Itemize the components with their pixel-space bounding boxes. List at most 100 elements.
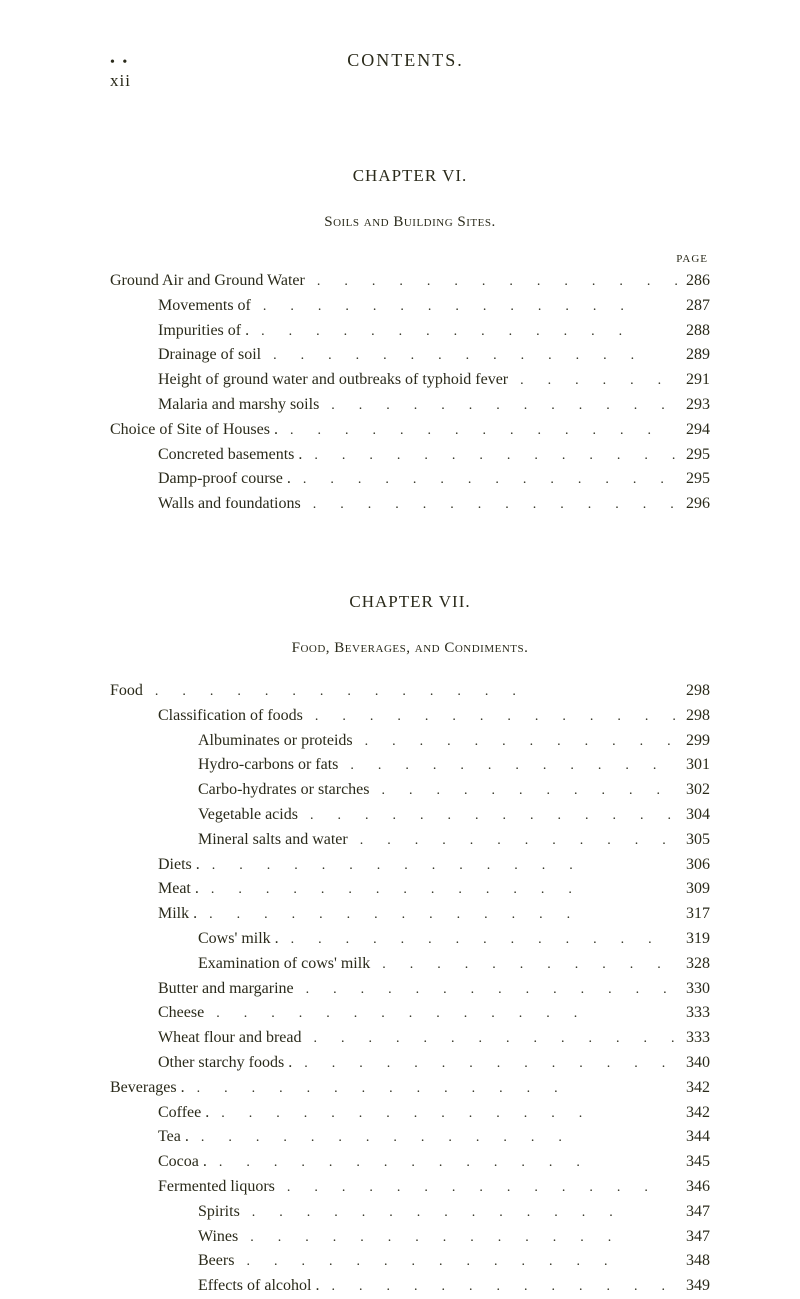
toc-entry-label: Tea . — [158, 1125, 189, 1150]
toc-leader-dots: .............. — [275, 1177, 678, 1199]
toc-leader-dots: .............. — [238, 1227, 678, 1249]
toc-entry: Choice of Site of Houses ...............… — [110, 418, 710, 443]
toc-leader-dots: .............. — [348, 830, 678, 852]
toc-entry-page: 333 — [678, 1001, 710, 1026]
toc-leader-dots: .............. — [301, 1028, 678, 1050]
toc-entry-page: 296 — [678, 492, 710, 517]
toc-entry-page: 287 — [678, 294, 710, 319]
toc-leader-dots: .............. — [302, 445, 678, 467]
toc-entry: Spirits..............347 — [110, 1200, 710, 1225]
toc-entry-page: 344 — [678, 1125, 710, 1150]
toc-entry: Walls and foundations..............296 — [110, 492, 710, 517]
toc-leader-dots: .............. — [209, 1103, 678, 1125]
chapter6-entries: Ground Air and Ground Water.............… — [110, 269, 710, 517]
toc-leader-dots: .............. — [207, 1152, 678, 1174]
toc-entry-page: 291 — [678, 368, 710, 393]
toc-entry: Concreted basements ...............295 — [110, 443, 710, 468]
toc-entry-label: Concreted basements . — [158, 443, 302, 468]
toc-entry-page: 298 — [678, 704, 710, 729]
toc-entry-label: Impurities of . — [158, 319, 249, 344]
toc-entry-page: 289 — [678, 343, 710, 368]
toc-leader-dots: .............. — [234, 1251, 678, 1273]
page-column-label: PAGE — [110, 253, 710, 265]
toc-entry: Ground Air and Ground Water.............… — [110, 269, 710, 294]
toc-entry-page: 306 — [678, 853, 710, 878]
chapter6-block: CHAPTER VI. Soils and Building Sites. PA… — [110, 166, 710, 517]
toc-entry-label: Beers — [198, 1249, 234, 1274]
toc-entry-label: Cheese — [158, 1001, 204, 1026]
toc-leader-dots: .............. — [319, 1276, 678, 1298]
toc-entry-label: Milk . — [158, 902, 197, 927]
toc-leader-dots: .............. — [338, 755, 678, 777]
toc-entry-label: Drainage of soil — [158, 343, 261, 368]
toc-entry-label: Meat . — [158, 877, 199, 902]
toc-entry: Vegetable acids..............304 — [110, 803, 710, 828]
page-number-dots: • • — [110, 55, 129, 70]
toc-leader-dots: .............. — [298, 805, 678, 827]
toc-entry-page: 319 — [678, 927, 710, 952]
toc-leader-dots: .............. — [370, 780, 679, 802]
toc-entry-page: 295 — [678, 467, 710, 492]
toc-leader-dots: .............. — [197, 904, 678, 926]
toc-entry-label: Fermented liquors — [158, 1175, 275, 1200]
toc-entry-label: Classification of foods — [158, 704, 303, 729]
toc-leader-dots: .............. — [189, 1127, 678, 1149]
toc-entry-label: Walls and foundations — [158, 492, 301, 517]
toc-entry: Beverages ...............342 — [110, 1076, 710, 1101]
toc-entry-page: 299 — [678, 729, 710, 754]
toc-entry: Mineral salts and water..............305 — [110, 828, 710, 853]
toc-entry-label: Vegetable acids — [198, 803, 298, 828]
toc-entry-label: Beverages . — [110, 1076, 185, 1101]
toc-entry: Drainage of soil..............289 — [110, 343, 710, 368]
toc-entry: Carbo-hydrates or starches..............… — [110, 778, 710, 803]
toc-leader-dots: .............. — [301, 494, 678, 516]
toc-entry: Malaria and marshy soils..............29… — [110, 393, 710, 418]
toc-entry-label: Other starchy foods . — [158, 1051, 292, 1076]
toc-entry-page: 288 — [678, 319, 710, 344]
toc-entry-page: 302 — [678, 778, 710, 803]
toc-entry: Impurities of ...............288 — [110, 319, 710, 344]
toc-entry-page: 342 — [678, 1076, 710, 1101]
toc-entry-page: 309 — [678, 877, 710, 902]
toc-leader-dots: .............. — [204, 1003, 678, 1025]
toc-leader-dots: .............. — [508, 370, 678, 392]
toc-entry: Classification of foods..............298 — [110, 704, 710, 729]
toc-entry-page: 293 — [678, 393, 710, 418]
toc-leader-dots: .............. — [291, 469, 678, 491]
toc-entry: Movements of..............287 — [110, 294, 710, 319]
toc-entry-label: Diets . — [158, 853, 200, 878]
toc-entry-page: 347 — [678, 1200, 710, 1225]
toc-leader-dots: .............. — [199, 879, 678, 901]
toc-entry-page: 347 — [678, 1225, 710, 1250]
toc-entry: Beers..............348 — [110, 1249, 710, 1274]
toc-entry: Butter and margarine..............330 — [110, 977, 710, 1002]
toc-entry-label: Examination of cows' milk — [198, 952, 370, 977]
toc-entry: Diets ...............306 — [110, 853, 710, 878]
toc-entry: Examination of cows' milk..............3… — [110, 952, 710, 977]
toc-entry-label: Albuminates or proteids — [198, 729, 353, 754]
toc-entry: Coffee ...............342 — [110, 1101, 710, 1126]
toc-leader-dots: .............. — [294, 979, 678, 1001]
toc-entry-label: Coffee . — [158, 1101, 209, 1126]
toc-leader-dots: .............. — [251, 296, 678, 318]
toc-entry-label: Ground Air and Ground Water — [110, 269, 305, 294]
toc-entry-label: Cocoa . — [158, 1150, 207, 1175]
toc-entry-page: 348 — [678, 1249, 710, 1274]
toc-entry-page: 298 — [678, 679, 710, 704]
chapter6-section-heading: Soils and Building Sites. — [110, 214, 710, 231]
toc-entry-label: Movements of — [158, 294, 251, 319]
running-head: CONTENTS. — [347, 50, 464, 71]
toc-entry-label: Mineral salts and water — [198, 828, 348, 853]
toc-entry: Wines..............347 — [110, 1225, 710, 1250]
chapter7-block: CHAPTER VII. Food, Beverages, and Condim… — [110, 592, 710, 1299]
chapter6-heading: CHAPTER VI. — [110, 166, 710, 186]
toc-entry-page: 304 — [678, 803, 710, 828]
toc-entry: Cocoa ...............345 — [110, 1150, 710, 1175]
toc-entry: Milk ...............317 — [110, 902, 710, 927]
toc-entry-page: 346 — [678, 1175, 710, 1200]
toc-entry-page: 330 — [678, 977, 710, 1002]
toc-entry-page: 294 — [678, 418, 710, 443]
toc-leader-dots: .............. — [249, 321, 678, 343]
toc-entry-label: Wines — [198, 1225, 238, 1250]
toc-leader-dots: .............. — [292, 1053, 678, 1075]
